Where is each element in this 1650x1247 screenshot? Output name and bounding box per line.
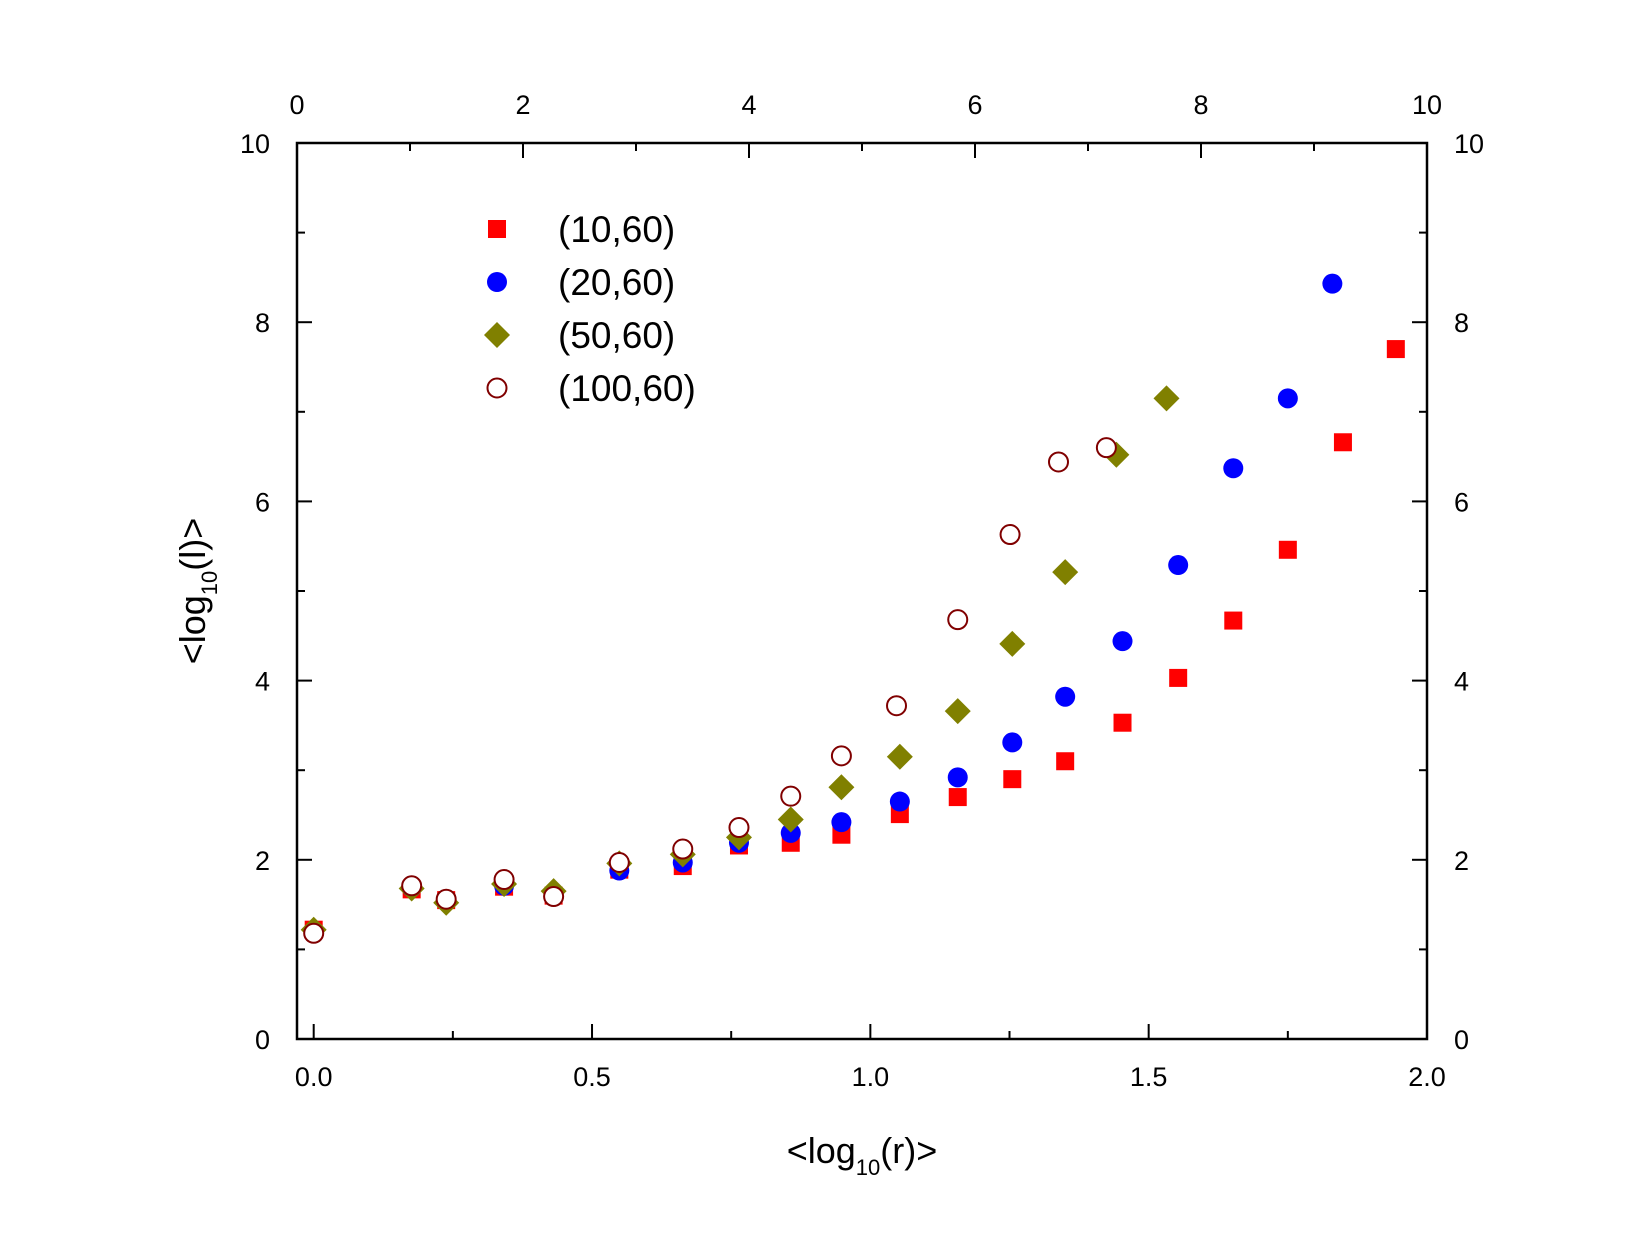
right-y-tick-label: 4 xyxy=(1454,667,1469,697)
data-point xyxy=(1224,611,1243,630)
data-point xyxy=(1153,385,1180,412)
y-tick-label: 6 xyxy=(255,487,270,517)
data-point xyxy=(886,743,913,770)
data-point xyxy=(1047,451,1069,473)
data-point xyxy=(944,698,971,725)
data-point xyxy=(543,886,565,908)
plot-frame xyxy=(295,141,1429,1041)
data-point xyxy=(780,785,802,807)
legend-label: (50,60) xyxy=(558,315,675,356)
data-point xyxy=(1095,437,1117,459)
series-1 xyxy=(304,340,1405,939)
series-3 xyxy=(300,385,1180,943)
legend-label: (10,60) xyxy=(558,209,675,250)
data-point xyxy=(1113,713,1132,732)
data-point xyxy=(999,524,1021,546)
y-tick-label: 10 xyxy=(240,129,270,159)
x-tick-label: 1.0 xyxy=(852,1062,890,1092)
data-point xyxy=(1333,433,1352,452)
y-axis-title: <log10(l)> xyxy=(172,518,222,665)
y-axis-title-prefix: <log xyxy=(172,595,213,664)
x-tick-label: 0.5 xyxy=(573,1062,611,1092)
data-point xyxy=(828,774,855,801)
legend-marker xyxy=(487,272,507,292)
legend-label: (100,60) xyxy=(558,368,696,409)
data-point xyxy=(780,822,801,843)
legend-label: (20,60) xyxy=(558,262,675,303)
data-point xyxy=(777,806,804,833)
top-x-tick-label: 4 xyxy=(741,90,756,120)
x-axis-title-suffix: (r)> xyxy=(880,1130,937,1171)
data-point xyxy=(303,922,325,944)
data-point xyxy=(1169,668,1188,687)
data-point xyxy=(608,851,630,873)
y-axis-title-sub: 10 xyxy=(197,571,222,595)
top-x-tick-label: 2 xyxy=(515,90,530,120)
ticks-layer: 0.0 0.5 1.0 1.5 2.0 0 2 4 6 8 10 0 2 4 6 8 10 0 2 4 6 8 10 xyxy=(240,90,1484,1092)
x-tick-label: 0.0 xyxy=(295,1062,333,1092)
data-point xyxy=(1052,559,1079,586)
data-point xyxy=(886,695,908,717)
x-axis-title-sub: 10 xyxy=(856,1155,880,1180)
data-point xyxy=(493,869,515,891)
data-point xyxy=(830,745,852,767)
data-point xyxy=(435,888,457,910)
data-point xyxy=(947,767,968,788)
data-point xyxy=(831,812,852,833)
data-point xyxy=(1112,631,1133,652)
data-point xyxy=(889,791,910,812)
y-tick-label: 2 xyxy=(255,846,270,876)
data-point xyxy=(672,838,694,860)
data-point xyxy=(1055,686,1076,707)
data-point xyxy=(1056,752,1075,771)
right-y-tick-label: 0 xyxy=(1454,1025,1469,1055)
y-axis-title-suffix: (l)> xyxy=(172,518,213,571)
series-2 xyxy=(303,273,1343,942)
data-point xyxy=(947,609,969,631)
y-tick-label: 8 xyxy=(255,308,270,338)
top-x-tick-label: 6 xyxy=(967,90,982,120)
top-x-tick-label: 0 xyxy=(289,90,304,120)
top-x-tick-label: 8 xyxy=(1193,90,1208,120)
data-point xyxy=(1003,770,1022,789)
right-y-tick-label: 8 xyxy=(1454,308,1469,338)
y-tick-label: 0 xyxy=(255,1025,270,1055)
data-point xyxy=(948,788,967,807)
data-point xyxy=(728,817,750,839)
data-point xyxy=(999,630,1026,657)
legend-marker xyxy=(486,377,508,399)
top-x-tick-label: 10 xyxy=(1412,90,1442,120)
right-y-tick-label: 10 xyxy=(1454,129,1484,159)
x-axis-title-prefix: <log xyxy=(787,1130,856,1171)
y-tick-label: 4 xyxy=(255,667,270,697)
data-point xyxy=(1386,340,1405,359)
legend-marker xyxy=(484,322,510,348)
data-point xyxy=(401,875,423,897)
points-layer xyxy=(300,273,1405,944)
x-tick-label: 1.5 xyxy=(1130,1062,1168,1092)
data-point xyxy=(1278,540,1297,559)
data-point xyxy=(1322,273,1343,294)
right-y-tick-label: 6 xyxy=(1454,487,1469,517)
right-y-tick-label: 2 xyxy=(1454,846,1469,876)
data-point xyxy=(1002,732,1023,753)
x-axis-title: <log10(r)> xyxy=(787,1130,938,1180)
data-point xyxy=(1168,555,1189,576)
x-tick-label: 2.0 xyxy=(1408,1062,1446,1092)
data-point xyxy=(1223,458,1244,479)
data-point xyxy=(1277,388,1298,409)
legend: (10,60) (20,60) (50,60) (100,60) xyxy=(484,209,696,409)
legend-marker xyxy=(488,220,506,238)
series-4 xyxy=(303,437,1117,944)
